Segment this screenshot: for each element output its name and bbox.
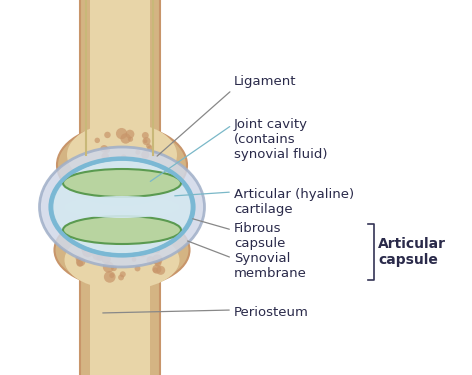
Circle shape bbox=[94, 138, 100, 143]
Circle shape bbox=[76, 256, 81, 261]
Circle shape bbox=[109, 273, 114, 278]
Circle shape bbox=[121, 154, 126, 160]
Circle shape bbox=[104, 132, 111, 138]
Text: Articular
capsule: Articular capsule bbox=[378, 237, 446, 267]
Circle shape bbox=[76, 257, 85, 266]
FancyBboxPatch shape bbox=[90, 267, 150, 375]
Ellipse shape bbox=[52, 159, 192, 255]
Circle shape bbox=[93, 236, 104, 248]
Circle shape bbox=[141, 151, 150, 159]
Text: Ligament: Ligament bbox=[234, 75, 296, 88]
Ellipse shape bbox=[63, 169, 181, 197]
Circle shape bbox=[128, 172, 133, 177]
Circle shape bbox=[130, 240, 140, 250]
FancyBboxPatch shape bbox=[90, 0, 150, 148]
Ellipse shape bbox=[57, 125, 187, 205]
Circle shape bbox=[142, 132, 149, 139]
Circle shape bbox=[82, 246, 93, 257]
Circle shape bbox=[132, 257, 136, 262]
Circle shape bbox=[101, 152, 109, 160]
Circle shape bbox=[152, 267, 158, 273]
Circle shape bbox=[152, 244, 160, 253]
Ellipse shape bbox=[65, 196, 179, 218]
FancyBboxPatch shape bbox=[80, 260, 160, 375]
Circle shape bbox=[155, 260, 161, 267]
Circle shape bbox=[106, 171, 116, 181]
Circle shape bbox=[103, 261, 114, 273]
Ellipse shape bbox=[65, 230, 179, 290]
Circle shape bbox=[113, 237, 118, 242]
Circle shape bbox=[118, 274, 124, 280]
Circle shape bbox=[156, 245, 161, 250]
Circle shape bbox=[98, 159, 104, 166]
Ellipse shape bbox=[67, 123, 177, 188]
Circle shape bbox=[120, 252, 126, 258]
Circle shape bbox=[143, 139, 147, 143]
Ellipse shape bbox=[54, 213, 189, 288]
Circle shape bbox=[135, 150, 140, 155]
Circle shape bbox=[155, 248, 160, 253]
Circle shape bbox=[101, 158, 107, 163]
Text: Fibrous
capsule: Fibrous capsule bbox=[234, 222, 286, 250]
Circle shape bbox=[128, 136, 133, 142]
Circle shape bbox=[120, 271, 126, 277]
Circle shape bbox=[126, 130, 135, 139]
Circle shape bbox=[153, 151, 158, 156]
Text: Periosteum: Periosteum bbox=[234, 306, 309, 319]
Circle shape bbox=[84, 167, 93, 176]
Circle shape bbox=[119, 237, 126, 243]
Circle shape bbox=[111, 265, 117, 271]
Circle shape bbox=[76, 260, 83, 267]
Ellipse shape bbox=[63, 216, 181, 244]
Text: Joint cavity
(contains
synovial fluid): Joint cavity (contains synovial fluid) bbox=[234, 118, 328, 161]
Circle shape bbox=[146, 144, 151, 148]
Circle shape bbox=[120, 133, 131, 144]
Text: Articular (hyaline)
cartilage: Articular (hyaline) cartilage bbox=[234, 188, 354, 216]
Circle shape bbox=[92, 250, 103, 260]
Circle shape bbox=[98, 235, 107, 244]
Circle shape bbox=[128, 162, 133, 166]
Circle shape bbox=[152, 265, 161, 274]
Circle shape bbox=[104, 271, 116, 283]
Circle shape bbox=[150, 248, 155, 254]
Circle shape bbox=[102, 237, 113, 248]
Circle shape bbox=[116, 128, 127, 139]
Circle shape bbox=[96, 255, 103, 261]
Circle shape bbox=[156, 266, 165, 275]
Circle shape bbox=[101, 254, 111, 264]
Circle shape bbox=[147, 145, 153, 152]
Circle shape bbox=[143, 137, 151, 145]
FancyBboxPatch shape bbox=[80, 0, 160, 160]
Text: Synovial
membrane: Synovial membrane bbox=[234, 252, 307, 280]
Circle shape bbox=[104, 147, 110, 153]
Circle shape bbox=[102, 161, 111, 170]
Circle shape bbox=[138, 248, 147, 257]
Ellipse shape bbox=[40, 147, 204, 267]
Circle shape bbox=[136, 163, 144, 171]
Circle shape bbox=[135, 266, 141, 272]
Circle shape bbox=[146, 256, 155, 264]
Circle shape bbox=[81, 247, 86, 252]
Circle shape bbox=[144, 160, 154, 170]
Circle shape bbox=[101, 145, 108, 153]
Circle shape bbox=[152, 254, 162, 265]
